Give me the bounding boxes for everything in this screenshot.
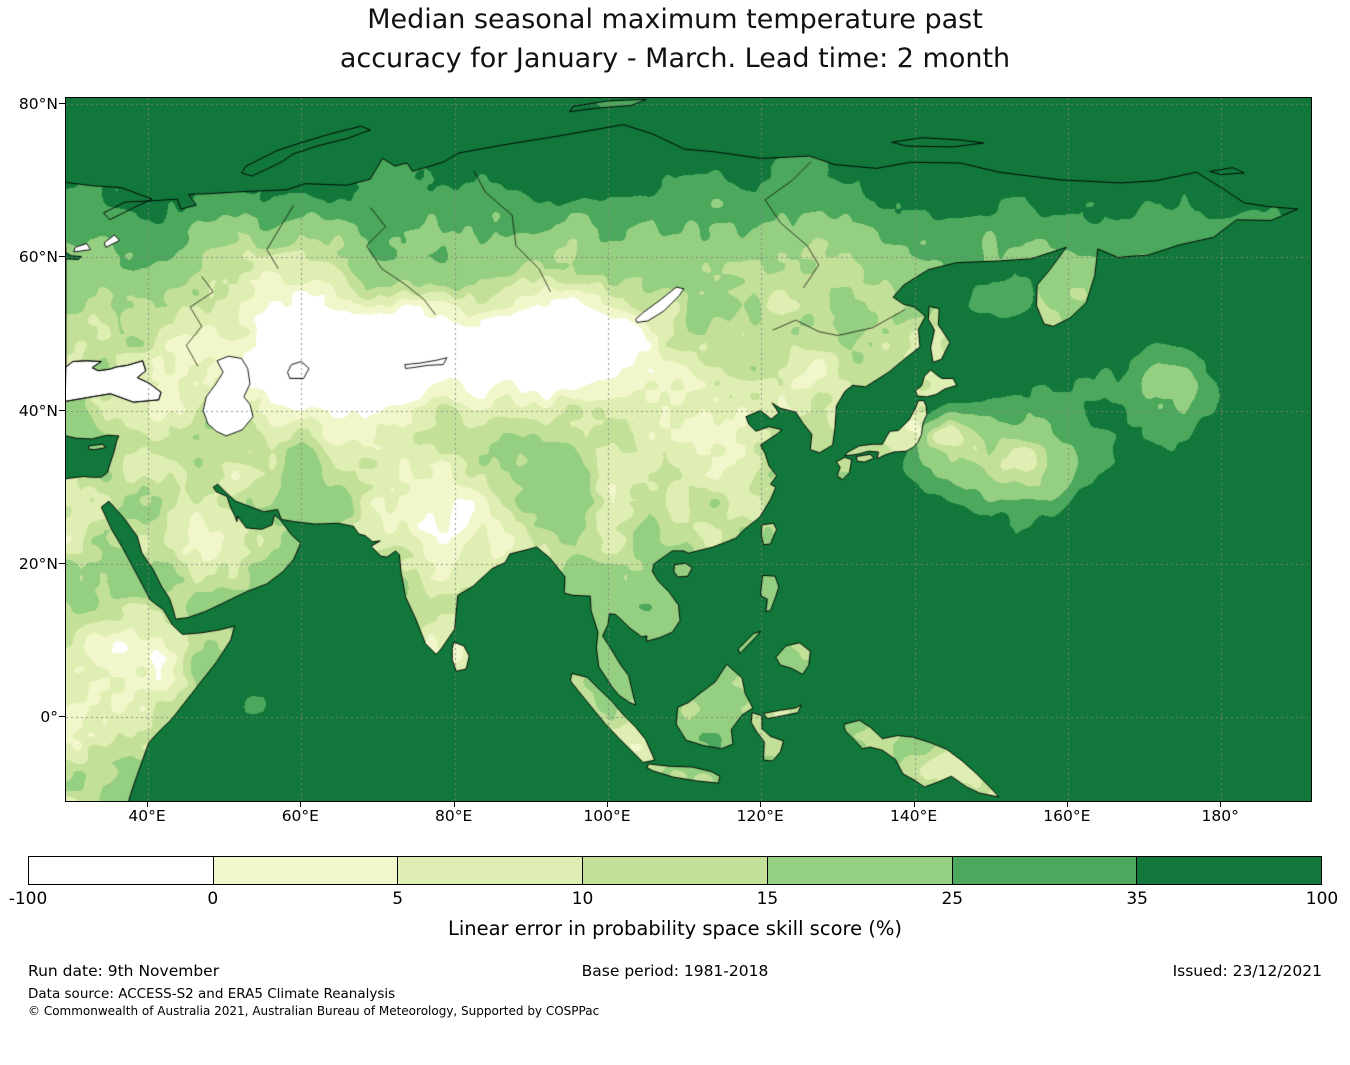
y-axis-tick-label: 80°N [18, 94, 58, 113]
colorbar-tick-label: 100 [1305, 889, 1339, 909]
x-axis-tick-label: 180° [1201, 807, 1239, 825]
y-axis-tick-label: 0° [40, 708, 58, 727]
colorbar-tick-label: 5 [392, 889, 404, 909]
x-axis-tick-label: 60°E [281, 807, 319, 825]
y-axis-tick-label: 60°N [18, 248, 58, 267]
y-axis-tick-mark [59, 716, 65, 718]
colorbar-tick-label: 15 [756, 889, 779, 909]
colorbar [28, 856, 1322, 885]
skill-score-map-canvas [66, 98, 1311, 801]
title-line-1: Median seasonal maximum temperature past [367, 4, 983, 35]
map-panel [65, 97, 1312, 802]
colorbar-segment [1137, 857, 1322, 884]
x-axis-tick-label: 100°E [583, 807, 631, 825]
run-date-text: Run date: 9th November [28, 962, 220, 980]
x-axis-tick-label: 160°E [1043, 807, 1091, 825]
y-axis-tick-mark [59, 562, 65, 564]
y-axis-tick-mark [59, 409, 65, 411]
colorbar-segment [952, 857, 1138, 884]
x-axis-tick-mark [147, 802, 149, 807]
y-axis-tick-mark [59, 256, 65, 258]
data-source-text: Data source: ACCESS-S2 and ERA5 Climate … [28, 986, 396, 1002]
issued-date-text: Issued: 23/12/2021 [1172, 962, 1322, 980]
y-axis-tick-mark [59, 102, 65, 104]
x-axis-tick-mark [453, 802, 455, 807]
x-axis-tick-mark [606, 802, 608, 807]
x-axis-tick-label: 140°E [889, 807, 938, 825]
colorbar-segment [398, 857, 584, 884]
colorbar-caption: Linear error in probability space skill … [447, 917, 903, 940]
colorbar-tick-label: 25 [941, 889, 964, 909]
x-axis-tick-mark [1220, 802, 1222, 807]
colorbar-segment [29, 857, 214, 884]
x-axis-tick-mark [1066, 802, 1068, 807]
colorbar-segment [213, 857, 399, 884]
colorbar-tick-label: 0 [207, 889, 219, 909]
y-axis-tick-label: 40°N [18, 401, 58, 420]
x-axis-tick-label: 80°E [435, 807, 473, 825]
x-axis-tick-mark [300, 802, 302, 807]
colorbar-tick-label: -100 [8, 889, 48, 909]
x-axis-tick-label: 40°E [128, 807, 166, 825]
x-axis-tick-mark [913, 802, 915, 807]
y-axis-tick-label: 20°N [18, 554, 58, 573]
copyright-text: © Commonwealth of Australia 2021, Austra… [28, 1004, 600, 1018]
base-period-text: Base period: 1981-2018 [581, 962, 769, 980]
colorbar-segment [767, 857, 953, 884]
figure-title: Median seasonal maximum temperature past… [0, 0, 1350, 78]
title-line-2: accuracy for January - March. Lead time:… [339, 43, 1011, 74]
colorbar-segment [583, 857, 768, 884]
x-axis-tick-mark [760, 802, 762, 807]
x-axis-tick-label: 120°E [736, 807, 784, 825]
colorbar-tick-label: 10 [571, 889, 594, 909]
colorbar-tick-label: 35 [1126, 889, 1148, 909]
